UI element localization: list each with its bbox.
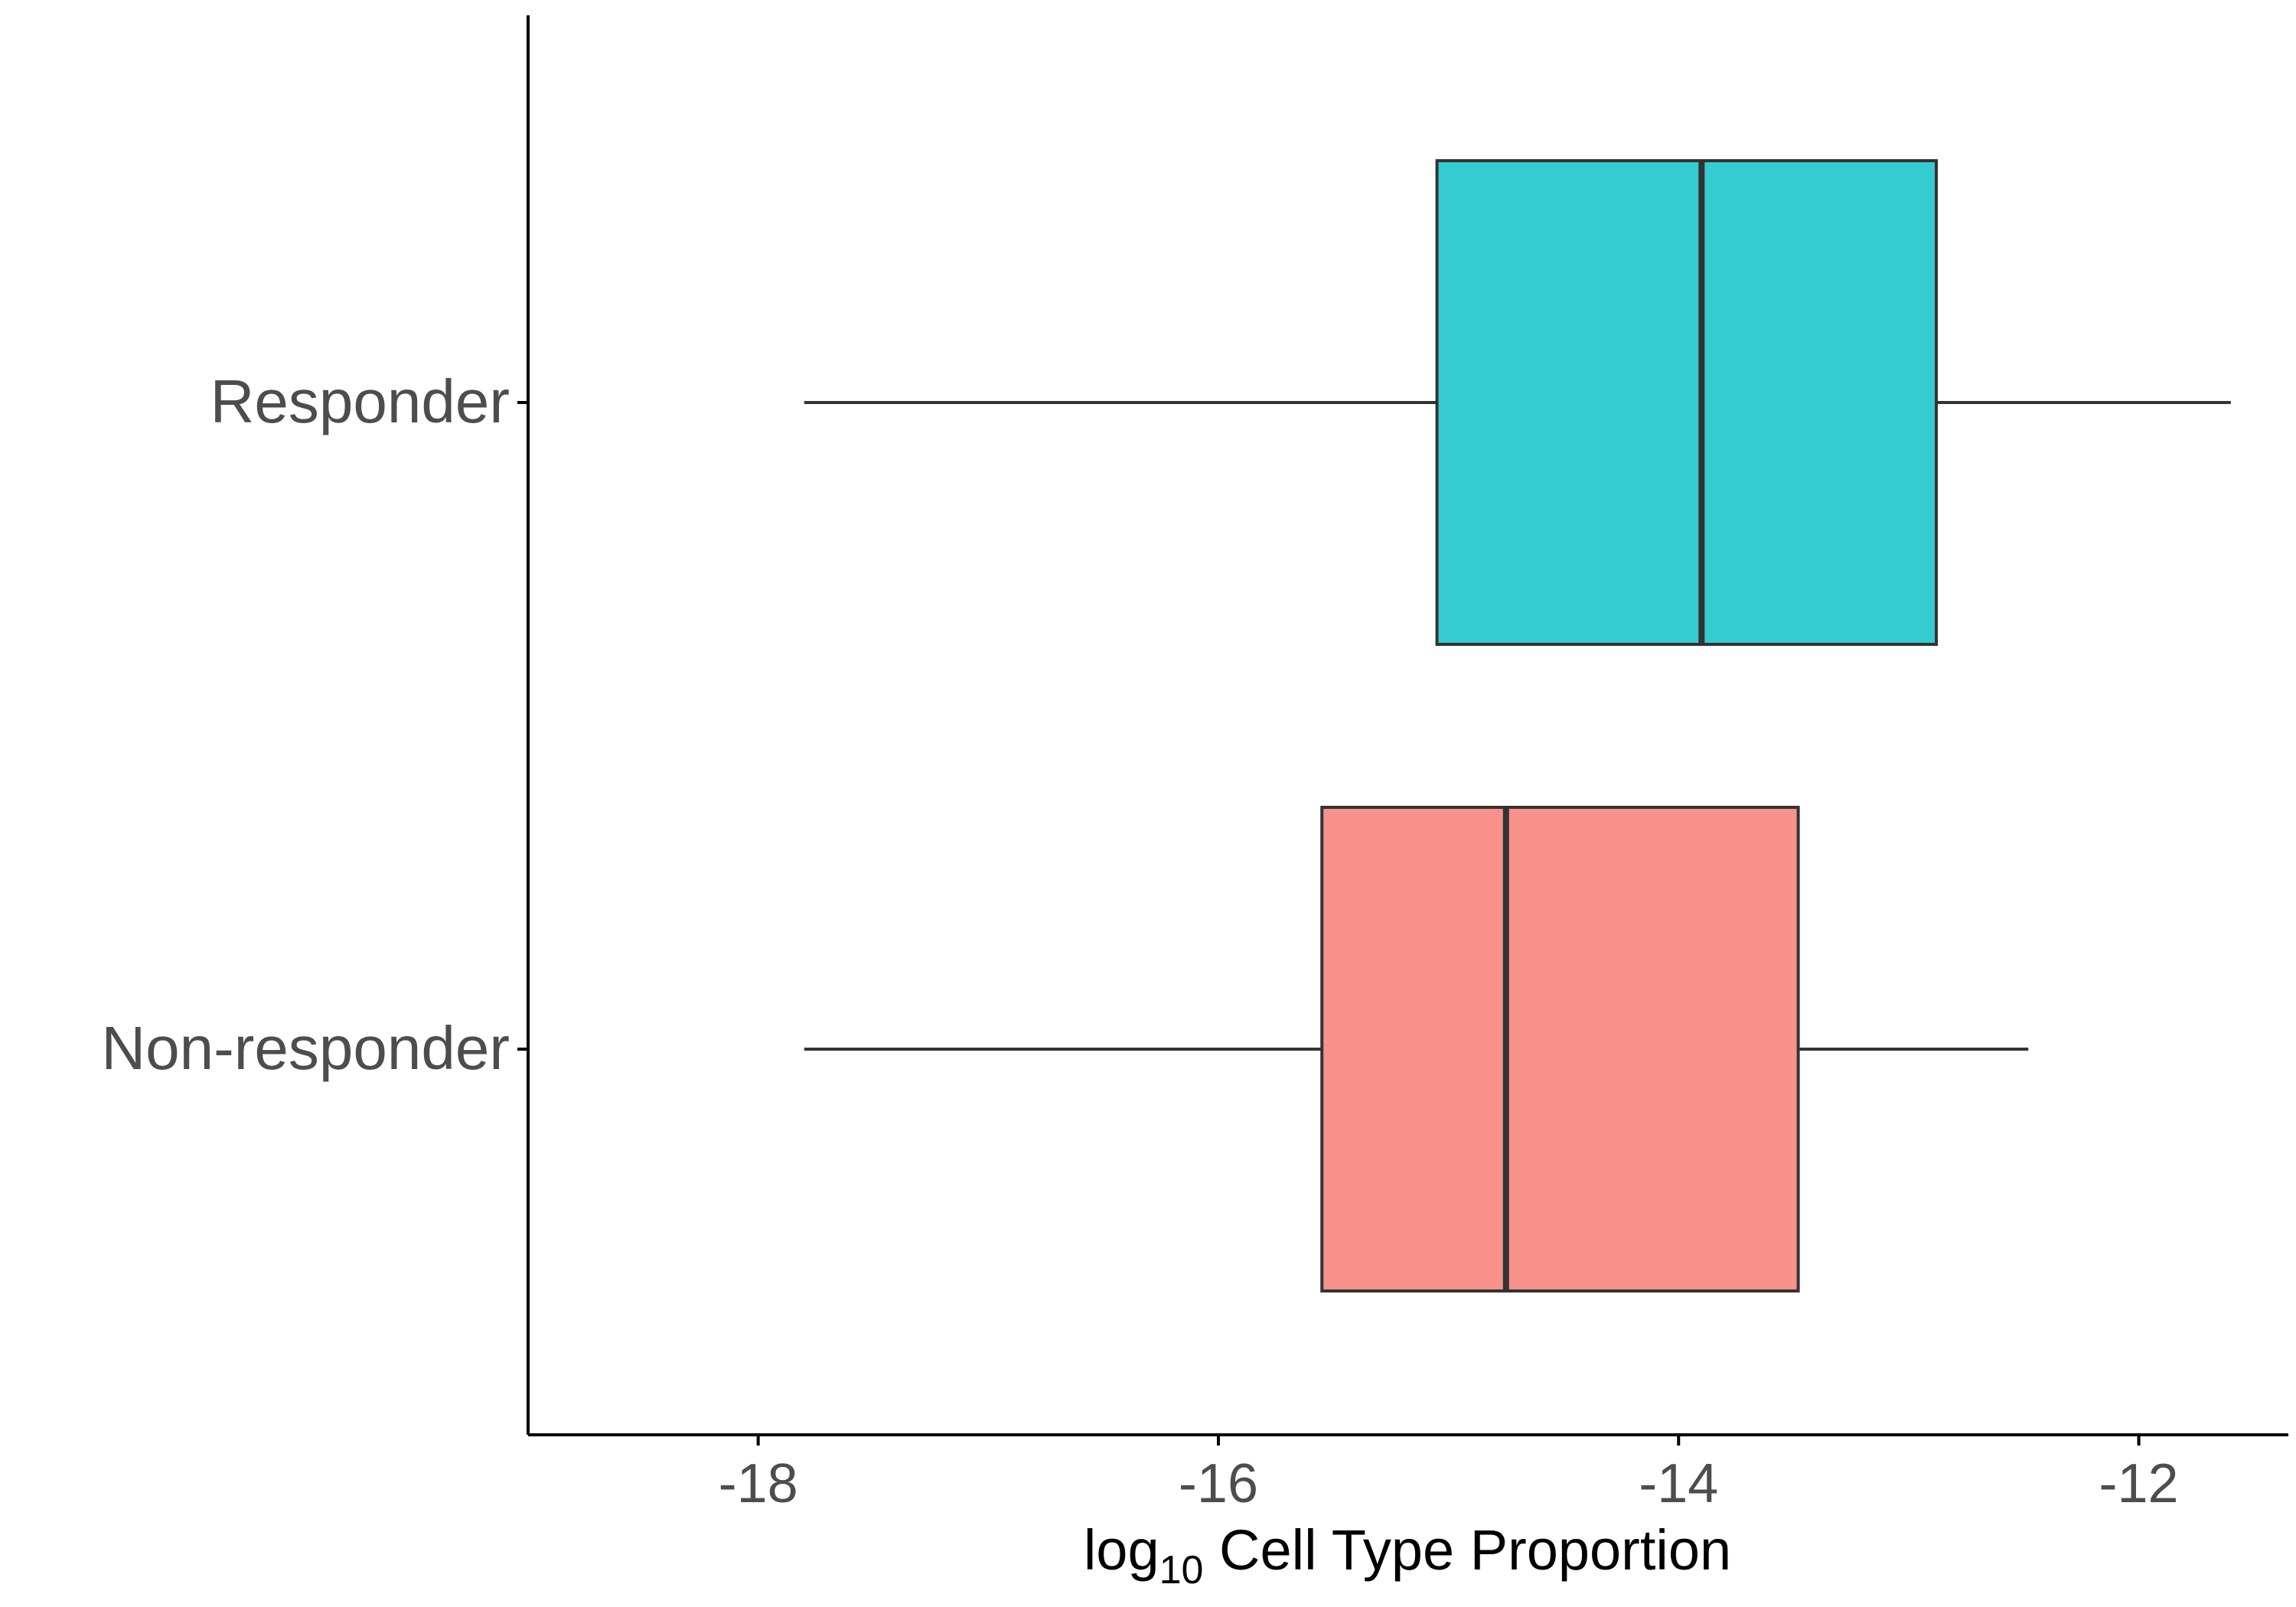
box-group-responder xyxy=(804,159,2231,646)
x-axis-title-rest: Cell Type Proportion xyxy=(1203,1518,1731,1582)
x-tick-label: -14 xyxy=(1639,1453,1718,1514)
x-ticks-layer: -18 -16 -14 -12 xyxy=(719,1435,2179,1514)
x-axis-title-subscript: 10 xyxy=(1159,1548,1204,1592)
y-tick-label: Non-responder xyxy=(101,1014,510,1082)
x-tick-label: -12 xyxy=(2099,1453,2179,1514)
iqr-box xyxy=(1435,159,1938,646)
x-tick-label: -16 xyxy=(1179,1453,1258,1514)
y-tick-label: Responder xyxy=(210,367,510,435)
boxes-layer xyxy=(804,159,2231,1292)
iqr-box xyxy=(1320,806,1800,1292)
x-axis-title-log: log xyxy=(1084,1518,1159,1582)
axes-layer xyxy=(527,15,2288,1436)
x-axis-title: log10 Cell Type Proportion xyxy=(1084,1518,1731,1592)
box-group-non-responder xyxy=(804,806,2029,1292)
x-tick-label: -18 xyxy=(719,1453,798,1514)
y-ticks-layer: Responder Non-responder xyxy=(101,367,528,1082)
